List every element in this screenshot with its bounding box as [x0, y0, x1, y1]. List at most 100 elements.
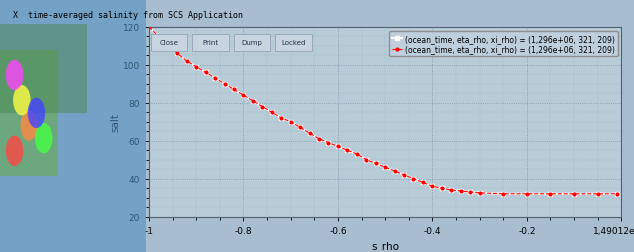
(ocean_time, eta_rho, xi_rho) = (1,296e+06, 321, 209) — [278, 117, 285, 120]
(ocean_time, eta_rho, xi_rho) = (1,296e+06, 321, 209) — [353, 153, 361, 156]
Legend: (ocean_time, eta_rho, xi_rho) = (1,296e+06, 321, 209), (ocean_time, eta_rho, xi_: (ocean_time, eta_rho, xi_rho) = (1,296e+… — [389, 32, 618, 57]
(ocean_time, eta_rho, xi_rho) = (1,296e+06, 321, 209) — [145, 26, 153, 29]
(ocean_time, eta_rho, xi_rho) = (1,296e+06, 321, 209) — [164, 45, 172, 48]
(ocean_time, eta_rho, xi_rho) = (1,296e+06, 321, 209) — [381, 166, 389, 169]
Circle shape — [6, 60, 23, 91]
(ocean_time, eta_rho, xi_rho) = (1,296e+06, 321, 209) — [268, 111, 276, 114]
(ocean_time, eta_rho, xi_rho) = (1,296e+06, 321, 209) — [155, 36, 162, 39]
(ocean_time, eta_rho, xi_rho) = (1,296e+06, 321, 209) — [249, 100, 257, 103]
(ocean_time, eta_rho, xi_rho) = (1,296e+06, 321, 209) — [363, 159, 370, 162]
(ocean_time, eta_rho, xi_rho) = (1,296e+06, 321, 209) — [353, 153, 361, 156]
(ocean_time, eta_rho, xi_rho) = (1,296e+06, 321, 209) — [448, 189, 455, 192]
(ocean_time, eta_rho, xi_rho) = (1,296e+06, 321, 209) — [240, 94, 247, 97]
(ocean_time, eta_rho, xi_rho) = (1,296e+06, 321, 209) — [613, 193, 621, 196]
(ocean_time, eta_rho, xi_rho) = (1,296e+06, 321, 209) — [419, 181, 427, 184]
(ocean_time, eta_rho, xi_rho) = (1,296e+06, 321, 209) — [391, 170, 398, 173]
(ocean_time, eta_rho, xi_rho) = (1,296e+06, 321, 209) — [438, 187, 446, 190]
Circle shape — [35, 123, 53, 154]
Bar — [0, 25, 87, 113]
(ocean_time, eta_rho, xi_rho) = (1,296e+06, 321, 209) — [476, 192, 483, 195]
(ocean_time, eta_rho, xi_rho) = (1,296e+06, 321, 209) — [211, 77, 219, 80]
(ocean_time, eta_rho, xi_rho) = (1,296e+06, 321, 209) — [240, 94, 247, 97]
Text: Locked: Locked — [281, 40, 306, 46]
(ocean_time, eta_rho, xi_rho) = (1,296e+06, 321, 209) — [230, 88, 238, 91]
(ocean_time, eta_rho, xi_rho) = (1,296e+06, 321, 209) — [230, 88, 238, 91]
(ocean_time, eta_rho, xi_rho) = (1,296e+06, 321, 209) — [202, 72, 209, 75]
(ocean_time, eta_rho, xi_rho) = (1,296e+06, 321, 209) — [296, 126, 304, 130]
(ocean_time, eta_rho, xi_rho) = (1,296e+06, 321, 209) — [381, 166, 389, 169]
(ocean_time, eta_rho, xi_rho) = (1,296e+06, 321, 209) — [400, 174, 408, 177]
Text: Dump: Dump — [242, 40, 262, 46]
(ocean_time, eta_rho, xi_rho) = (1,296e+06, 321, 209) — [306, 132, 313, 135]
(ocean_time, eta_rho, xi_rho) = (1,296e+06, 321, 209) — [372, 162, 380, 165]
(ocean_time, eta_rho, xi_rho) = (1,296e+06, 321, 209) — [500, 193, 507, 196]
(ocean_time, eta_rho, xi_rho) = (1,296e+06, 321, 209) — [523, 193, 531, 196]
Text: Close: Close — [160, 40, 179, 46]
(ocean_time, eta_rho, xi_rho) = (1,296e+06, 321, 209) — [410, 177, 417, 180]
(ocean_time, eta_rho, xi_rho) = (1,296e+06, 321, 209) — [410, 177, 417, 180]
Bar — [0, 50, 58, 176]
(ocean_time, eta_rho, xi_rho) = (1,296e+06, 321, 209) — [594, 193, 602, 196]
(ocean_time, eta_rho, xi_rho) = (1,296e+06, 321, 209) — [287, 121, 294, 124]
Circle shape — [6, 136, 23, 166]
(ocean_time, eta_rho, xi_rho) = (1,296e+06, 321, 209) — [467, 191, 474, 194]
(ocean_time, eta_rho, xi_rho) = (1,296e+06, 321, 209) — [287, 121, 294, 124]
(ocean_time, eta_rho, xi_rho) = (1,296e+06, 321, 209) — [183, 60, 191, 63]
(ocean_time, eta_rho, xi_rho) = (1,296e+06, 321, 209) — [467, 191, 474, 194]
(ocean_time, eta_rho, xi_rho) = (1,296e+06, 321, 209) — [315, 138, 323, 141]
Text: Print: Print — [203, 40, 219, 46]
(ocean_time, eta_rho, xi_rho) = (1,296e+06, 321, 209) — [211, 77, 219, 80]
(ocean_time, eta_rho, xi_rho) = (1,296e+06, 321, 209) — [183, 60, 191, 63]
(ocean_time, eta_rho, xi_rho) = (1,296e+06, 321, 209) — [391, 170, 398, 173]
(ocean_time, eta_rho, xi_rho) = (1,296e+06, 321, 209) — [570, 193, 578, 196]
(ocean_time, eta_rho, xi_rho) = (1,296e+06, 321, 209) — [249, 100, 257, 103]
Circle shape — [28, 98, 45, 129]
(ocean_time, eta_rho, xi_rho) = (1,296e+06, 321, 209) — [500, 193, 507, 196]
Line: (ocean_time, eta_rho, xi_rho) = (1,296e+06, 321, 209): (ocean_time, eta_rho, xi_rho) = (1,296e+… — [147, 26, 618, 196]
(ocean_time, eta_rho, xi_rho) = (1,296e+06, 321, 209) — [278, 117, 285, 120]
(ocean_time, eta_rho, xi_rho) = (1,296e+06, 321, 209) — [192, 66, 200, 69]
(ocean_time, eta_rho, xi_rho) = (1,296e+06, 321, 209) — [334, 145, 342, 148]
(ocean_time, eta_rho, xi_rho) = (1,296e+06, 321, 209) — [296, 126, 304, 130]
X-axis label: s_rho: s_rho — [371, 240, 399, 251]
Circle shape — [20, 111, 38, 141]
(ocean_time, eta_rho, xi_rho) = (1,296e+06, 321, 209) — [145, 26, 153, 29]
(ocean_time, eta_rho, xi_rho) = (1,296e+06, 321, 209) — [448, 189, 455, 192]
(ocean_time, eta_rho, xi_rho) = (1,296e+06, 321, 209) — [594, 193, 602, 196]
Y-axis label: salt: salt — [110, 113, 120, 132]
Text: X  time-averaged salinity from SCS Application: X time-averaged salinity from SCS Applic… — [13, 11, 243, 20]
(ocean_time, eta_rho, xi_rho) = (1,296e+06, 321, 209) — [613, 193, 621, 196]
(ocean_time, eta_rho, xi_rho) = (1,296e+06, 321, 209) — [325, 141, 332, 144]
Bar — [275, 35, 312, 52]
(ocean_time, eta_rho, xi_rho) = (1,296e+06, 321, 209) — [192, 66, 200, 69]
(ocean_time, eta_rho, xi_rho) = (1,296e+06, 321, 209) — [429, 185, 436, 188]
(ocean_time, eta_rho, xi_rho) = (1,296e+06, 321, 209) — [221, 83, 228, 86]
(ocean_time, eta_rho, xi_rho) = (1,296e+06, 321, 209) — [334, 145, 342, 148]
(ocean_time, eta_rho, xi_rho) = (1,296e+06, 321, 209) — [344, 149, 351, 152]
Bar — [234, 35, 270, 52]
(ocean_time, eta_rho, xi_rho) = (1,296e+06, 321, 209) — [400, 174, 408, 177]
Bar — [192, 35, 229, 52]
(ocean_time, eta_rho, xi_rho) = (1,296e+06, 321, 209) — [372, 162, 380, 165]
Bar — [151, 35, 187, 52]
(ocean_time, eta_rho, xi_rho) = (1,296e+06, 321, 209) — [174, 53, 181, 56]
(ocean_time, eta_rho, xi_rho) = (1,296e+06, 321, 209) — [155, 36, 162, 39]
(ocean_time, eta_rho, xi_rho) = (1,296e+06, 321, 209) — [476, 192, 483, 195]
(ocean_time, eta_rho, xi_rho) = (1,296e+06, 321, 209) — [306, 132, 313, 135]
(ocean_time, eta_rho, xi_rho) = (1,296e+06, 321, 209) — [221, 83, 228, 86]
(ocean_time, eta_rho, xi_rho) = (1,296e+06, 321, 209) — [259, 106, 266, 109]
(ocean_time, eta_rho, xi_rho) = (1,296e+06, 321, 209) — [547, 193, 554, 196]
(ocean_time, eta_rho, xi_rho) = (1,296e+06, 321, 209) — [202, 72, 209, 75]
(ocean_time, eta_rho, xi_rho) = (1,296e+06, 321, 209) — [429, 185, 436, 188]
(ocean_time, eta_rho, xi_rho) = (1,296e+06, 321, 209) — [570, 193, 578, 196]
(ocean_time, eta_rho, xi_rho) = (1,296e+06, 321, 209) — [457, 190, 465, 193]
Line: (ocean_time, eta_rho, xi_rho) = (1,296e+06, 321, 209): (ocean_time, eta_rho, xi_rho) = (1,296e+… — [148, 26, 618, 195]
(ocean_time, eta_rho, xi_rho) = (1,296e+06, 321, 209) — [325, 141, 332, 144]
(ocean_time, eta_rho, xi_rho) = (1,296e+06, 321, 209) — [523, 193, 531, 196]
(ocean_time, eta_rho, xi_rho) = (1,296e+06, 321, 209) — [547, 193, 554, 196]
(ocean_time, eta_rho, xi_rho) = (1,296e+06, 321, 209) — [268, 111, 276, 114]
(ocean_time, eta_rho, xi_rho) = (1,296e+06, 321, 209) — [174, 53, 181, 56]
(ocean_time, eta_rho, xi_rho) = (1,296e+06, 321, 209) — [315, 138, 323, 141]
(ocean_time, eta_rho, xi_rho) = (1,296e+06, 321, 209) — [457, 190, 465, 193]
Circle shape — [13, 86, 30, 116]
